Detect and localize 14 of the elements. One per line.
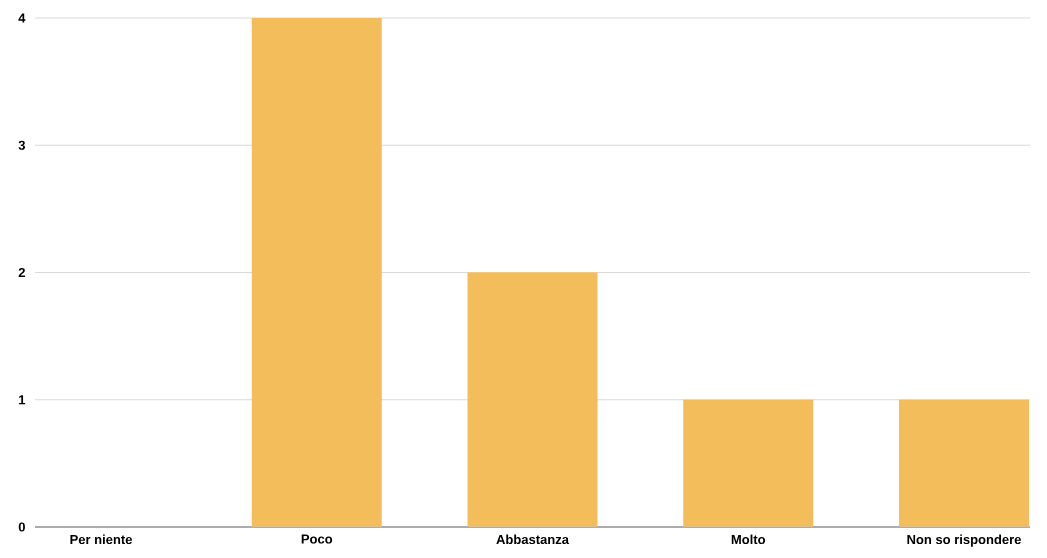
bar <box>683 399 814 527</box>
y-tick-label: 2 <box>18 267 25 278</box>
x-tick-label: Non so rispondere <box>907 534 1021 547</box>
x-tick-label: Molto <box>731 534 766 545</box>
y-tick-label: 1 <box>19 395 26 405</box>
y-tick-label: 4 <box>18 13 26 23</box>
x-tick-label: Abbastanza <box>496 534 570 545</box>
x-tick-label: Poco <box>301 534 333 544</box>
bar <box>251 18 382 527</box>
y-tick-label: 3 <box>18 140 25 150</box>
x-tick-label: Per niente <box>70 534 132 545</box>
bar <box>898 399 1029 527</box>
bar <box>467 272 598 527</box>
y-tick-label: 0 <box>18 522 25 532</box>
